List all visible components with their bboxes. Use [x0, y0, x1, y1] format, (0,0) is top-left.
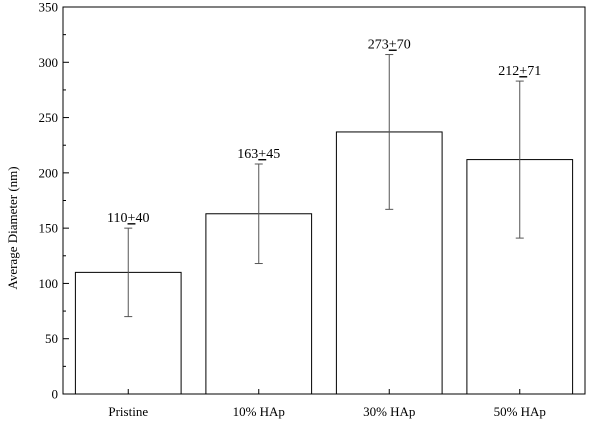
x-tick-label: 10% HAp	[233, 404, 285, 419]
data-label: 163+45	[237, 147, 280, 162]
y-tick-label: 350	[39, 0, 59, 15]
y-tick-label: 100	[39, 276, 59, 291]
y-tick-label: 250	[39, 110, 59, 125]
x-tick-label: 50% HAp	[494, 404, 546, 419]
x-tick-label: 30% HAp	[363, 404, 415, 419]
y-tick-label: 50	[45, 331, 58, 346]
y-tick-label: 300	[39, 55, 59, 70]
data-label: 110+40	[107, 211, 149, 226]
y-tick-label: 200	[39, 165, 59, 180]
y-tick-label: 150	[39, 221, 59, 236]
y-axis-title: Average Diameter (nm)	[5, 166, 20, 289]
data-label: 273+70	[368, 38, 411, 53]
x-tick-label: Pristine	[108, 404, 148, 419]
data-label: 212+71	[498, 64, 541, 79]
y-tick-label: 0	[52, 387, 59, 402]
